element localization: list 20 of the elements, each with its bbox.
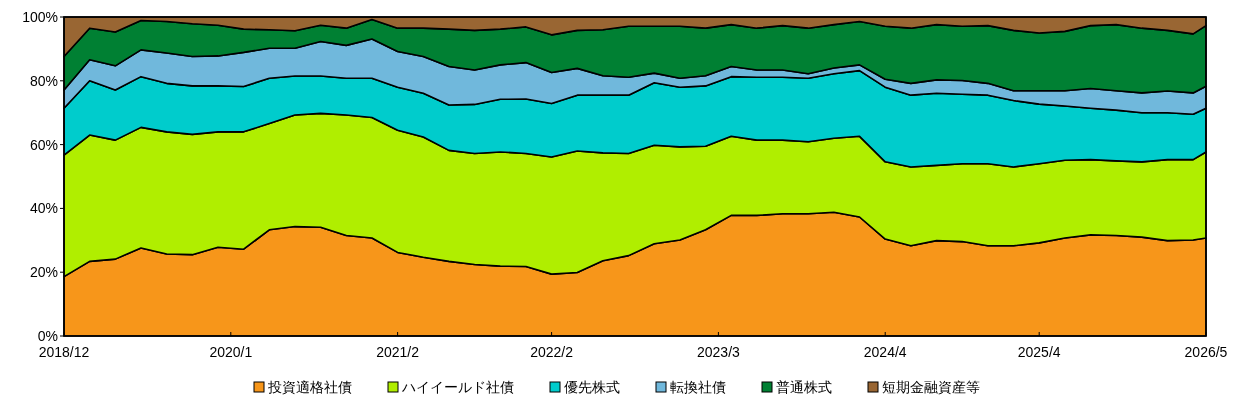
x-tick-label: 2026/5 [1184, 344, 1228, 360]
legend-label: 転換社債 [670, 379, 726, 395]
legend-label: ハイイールド社債 [401, 379, 514, 395]
x-tick-label: 2023/3 [696, 344, 741, 360]
legend-label: 短期金融資産等 [882, 379, 980, 395]
x-tick-label: 2018/12 [38, 344, 90, 360]
x-tick-label: 2020/1 [209, 344, 253, 360]
y-tick-label: 40% [29, 200, 58, 217]
y-tick-label: 60% [29, 136, 58, 153]
y-tick-label: 100% [22, 9, 58, 25]
y-tick-label: 80% [29, 72, 58, 89]
x-tick-label: 2021/2 [376, 344, 420, 360]
y-tick-label: 0% [37, 328, 58, 344]
y-tick-label: 20% [29, 264, 58, 281]
x-tick-label: 2025/4 [1017, 344, 1061, 360]
legend-label: 優先株式 [564, 379, 620, 395]
legend-label: 投資適格社債 [267, 379, 352, 395]
x-tick-label: 2022/2 [530, 344, 574, 360]
legend-label: 普通株式 [776, 379, 832, 395]
x-tick-label: 2024/4 [863, 344, 907, 360]
